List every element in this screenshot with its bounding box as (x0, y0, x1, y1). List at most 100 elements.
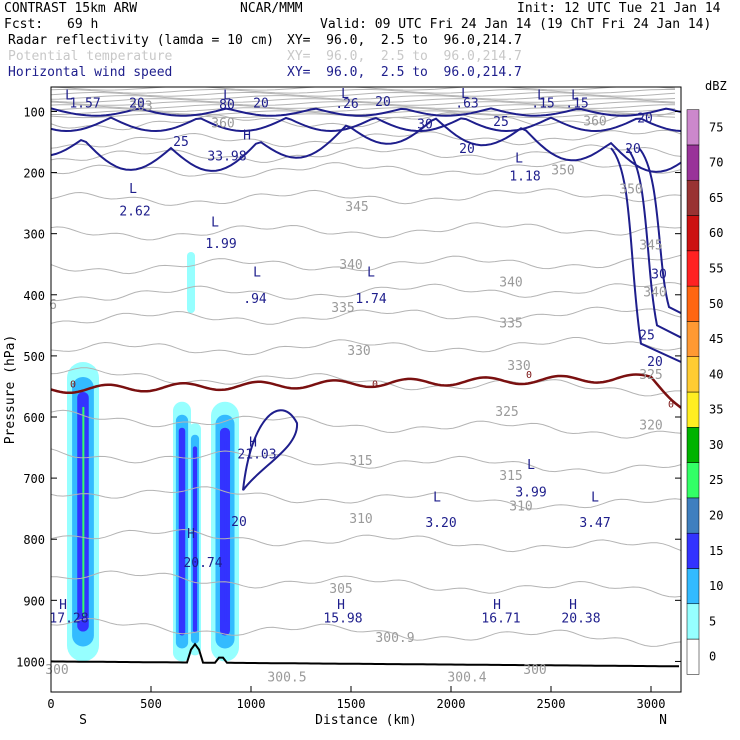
x-tick-label: 1500 (337, 697, 366, 711)
extremum-label: 3.47 (579, 516, 610, 531)
colorbar-swatch (686, 250, 700, 287)
theta-label: 340 (339, 258, 362, 273)
colorbar-label: 15 (709, 544, 723, 558)
colorbar-swatch (686, 391, 700, 428)
extremum-label: 21.03 (237, 448, 276, 463)
wind-label: 25 (639, 329, 655, 344)
extremum-label: H (187, 527, 195, 542)
wind-label: 20 (637, 112, 653, 127)
x-tick-label: 2000 (437, 697, 466, 711)
colorbar-label: 25 (709, 473, 723, 487)
extremum-label: 1.99 (205, 237, 236, 252)
theta-contour (51, 107, 676, 112)
field-1-name: Radar reflectivity (lamda = 10 cm) (8, 33, 275, 48)
colorbar-label: 5 (709, 614, 716, 628)
wind-label: 30 (651, 267, 667, 282)
theta-label: 325 (495, 405, 518, 420)
wind-label: 20 (129, 96, 145, 111)
y-tick-label: 200 (23, 167, 45, 181)
extremum-label: H (337, 598, 345, 613)
theta-label: 305 (329, 582, 352, 597)
freezing-level-line (51, 373, 681, 409)
extremum-label: 15.98 (323, 611, 362, 626)
radar-echo-band (181, 440, 184, 623)
extremum-label: 1.74 (355, 292, 386, 307)
colorbar-swatch (686, 568, 700, 605)
theta-contour (51, 448, 681, 474)
theta-contour (51, 98, 676, 103)
extremum-label: L (433, 490, 441, 505)
y-tick-label: 900 (23, 594, 45, 608)
theta-contour (51, 337, 681, 356)
end-label-south: S (79, 713, 87, 728)
theta-label: 315 (349, 454, 372, 469)
extremum-label: L (223, 88, 231, 103)
colorbar-swatch (686, 144, 700, 181)
colorbar-swatch (686, 427, 700, 463)
theta-label: 335 (499, 316, 522, 331)
colorbar-label: 30 (709, 438, 723, 452)
theta-contour (51, 104, 676, 109)
extremum-label: .63 (455, 96, 478, 111)
y-tick-label: 100 (23, 105, 45, 119)
annotation-label: 300 (45, 663, 68, 678)
colorbar-unit: dBZ (705, 79, 727, 93)
freezing-label: 0 (372, 379, 378, 390)
colorbar: dBZ 0 5 10 15 20 25 30 35 40 45 50 55 60 65 70 75 (686, 79, 727, 675)
x-tick-label: 3000 (637, 697, 666, 711)
colorbar-label: 75 (709, 120, 723, 134)
colorbar-swatch (686, 603, 700, 640)
valid-time: Valid: 09 UTC Fri 24 Jan 14 (19 ChT Fri … (320, 17, 712, 32)
wind-contour (638, 147, 681, 315)
wind-label: 25 (493, 115, 509, 130)
freezing-label: 0 (70, 379, 76, 390)
colorbar-swatch (686, 462, 700, 499)
colorbar-label: 20 (709, 509, 723, 523)
colorbar-label: 35 (709, 403, 723, 417)
theta-contour (51, 254, 681, 275)
extremum-label: L (527, 458, 535, 473)
theta-label: 335 (331, 301, 354, 316)
wind-label: 20 (231, 515, 247, 530)
theta-label: 300 (523, 663, 546, 678)
colorbar-label: 40 (709, 367, 723, 381)
theta-contour (51, 129, 681, 149)
wind-label: 25 (173, 135, 189, 150)
radar-reflectivity-layer (67, 252, 239, 662)
extremum-label: 20.74 (183, 556, 222, 571)
extremum-label: L (211, 215, 219, 230)
wind-label: 30 (417, 118, 433, 133)
y-tick-label: 300 (23, 228, 45, 242)
wind-label: 20 (459, 142, 475, 157)
extremum-label: 17.28 (49, 611, 88, 626)
colorbar-swatch (686, 285, 700, 322)
colorbar-label: 60 (709, 226, 723, 240)
extremum-label: H (243, 129, 251, 144)
wind-contour (51, 107, 681, 117)
fcst-value: 69 h (67, 17, 99, 32)
extremum-label: H (493, 598, 501, 613)
colorbar-swatch (686, 356, 700, 393)
field-2-xy: XY= 96.0, 2.5 to 96.0,214.7 (287, 49, 522, 64)
extremum-label: 16.71 (481, 611, 520, 626)
theta-contour (51, 486, 681, 510)
colorbar-swatch (686, 179, 700, 216)
extremum-label: L (571, 88, 579, 103)
extremum-label: L (515, 151, 523, 166)
theta-label: 325 (639, 368, 662, 383)
end-label-north: N (659, 713, 667, 728)
theta-label: 330 (507, 359, 530, 374)
theta-label: 340 (499, 275, 522, 290)
extremum-label: 80 (219, 98, 235, 113)
extremum-label: 33.98 (207, 149, 246, 164)
theta-label: 6 (49, 298, 57, 313)
radar-echo-band (187, 252, 195, 314)
theta-label: 330 (347, 344, 370, 359)
x-tick-label: 2500 (537, 697, 566, 711)
theta-contour (51, 528, 681, 553)
theta-contour (51, 618, 681, 647)
colorbar-label: 50 (709, 297, 723, 311)
theta-label: 360 (583, 115, 606, 130)
theta-label: 300.4 (447, 671, 486, 686)
theta-contour (51, 101, 676, 106)
